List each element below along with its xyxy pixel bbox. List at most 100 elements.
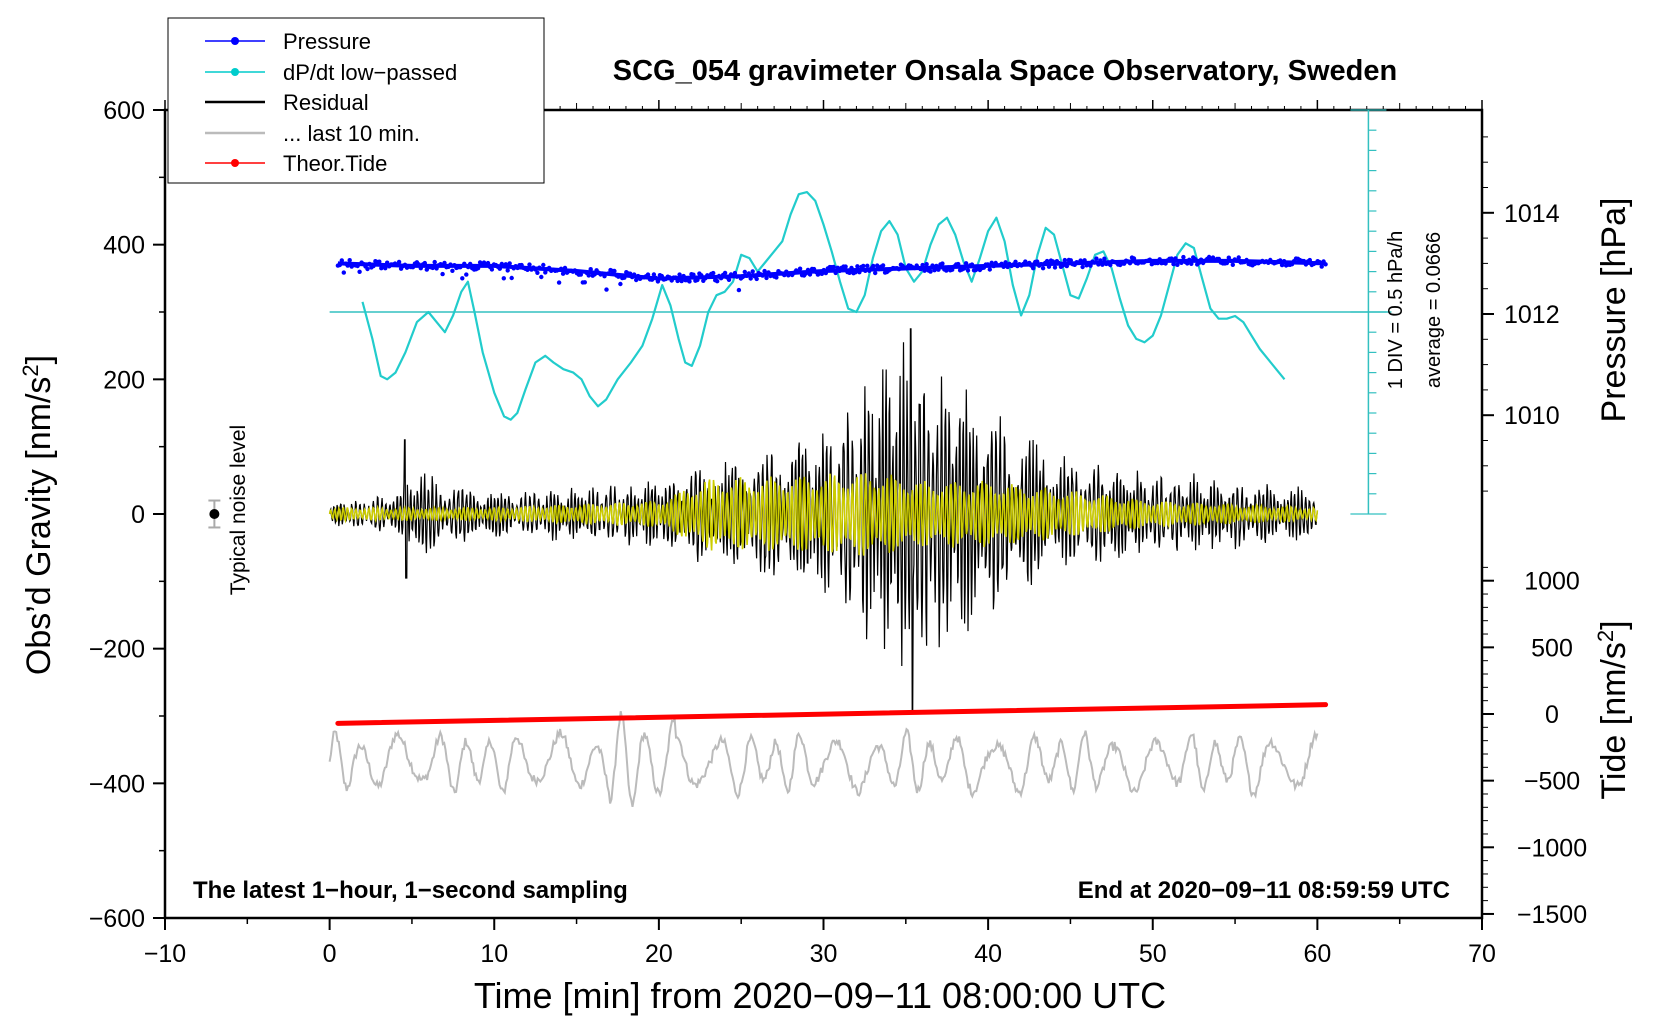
- y-axis-pressure: 1010 1012 1014: [1482, 136, 1560, 492]
- pressure-point: [365, 266, 370, 272]
- pressure-point: [987, 267, 992, 272]
- pressure-point: [464, 272, 469, 277]
- residual-line: [329, 328, 1318, 714]
- x-axis-label: Time [min] from 2020−09−11 08:00:00 UTC: [474, 975, 1166, 1016]
- pressure-point: [1319, 264, 1324, 269]
- tide-tick-label: 500: [1531, 634, 1573, 662]
- pressure-point: [750, 269, 755, 274]
- y-tick-label: 600: [103, 97, 145, 125]
- noise-point: [209, 509, 220, 519]
- chart-title: SCG_054 gravimeter Onsala Space Observat…: [613, 55, 1397, 87]
- tide-series: [335, 702, 1329, 726]
- pressure-point: [732, 270, 738, 276]
- pressure-point: [797, 266, 803, 271]
- pressure-point: [527, 262, 532, 267]
- pressure-point: [861, 263, 866, 269]
- x-axis: −10 0 10 20 30 40 50 60 70: [144, 100, 1496, 968]
- pressure-line: [337, 258, 1326, 281]
- pressure-point: [764, 275, 769, 281]
- pressure-point: [1080, 264, 1085, 270]
- pressure-point: [1031, 266, 1036, 271]
- y-axis-label-tide: Tide [nm/s2]: [1593, 620, 1633, 799]
- svg-text:... last 10 min.: ... last 10 min.: [283, 121, 420, 146]
- x-tick-label: 20: [645, 940, 673, 968]
- pressure-point: [687, 279, 692, 284]
- pressure-point: [1040, 266, 1046, 271]
- last-10-min-series: [328, 711, 1319, 807]
- tide-tick-label: −1000: [1517, 834, 1587, 862]
- pressure-point: [940, 261, 945, 266]
- y-tick-label: −200: [89, 636, 145, 664]
- pressure-point: [618, 281, 623, 287]
- pressure-point: [865, 263, 870, 268]
- pressure-point: [582, 280, 587, 285]
- x-tick-label: 50: [1139, 940, 1167, 968]
- end-time-note: End at 2020−09−11 08:59:59 UTC: [1078, 877, 1450, 904]
- pressure-point: [677, 272, 682, 277]
- pressure-point: [347, 258, 352, 263]
- y-tick-label: 400: [103, 232, 145, 260]
- legend-item-pressure: Pressure: [205, 29, 371, 54]
- last10-line: [328, 711, 1319, 807]
- pressure-point: [432, 259, 437, 265]
- tide-line: [335, 702, 1329, 726]
- pressure-point: [871, 263, 876, 269]
- pressure-point: [1062, 257, 1068, 263]
- residual-series: [329, 328, 1318, 714]
- pressure-point: [612, 268, 617, 274]
- pressure-point: [963, 261, 969, 266]
- pressure-tick-label: 1012: [1504, 301, 1560, 329]
- pressure-point: [651, 272, 657, 277]
- x-tick-label: −10: [144, 940, 186, 968]
- pressure-point: [460, 276, 465, 281]
- pressure-point: [843, 264, 848, 269]
- pressure-point: [341, 270, 346, 275]
- pressure-point: [578, 272, 583, 277]
- svg-text:dP/dt low−passed: dP/dt low−passed: [283, 60, 457, 85]
- pressure-point: [722, 270, 728, 276]
- pressure-point: [711, 270, 716, 276]
- pressure-point: [965, 268, 971, 273]
- pressure-point: [880, 263, 886, 268]
- pressure-point: [604, 287, 609, 292]
- tide-tick-label: 1000: [1524, 568, 1580, 596]
- tide-tick-label: −500: [1524, 768, 1580, 796]
- y-tick-label: 0: [131, 501, 145, 529]
- pressure-point: [556, 280, 562, 285]
- pressure-series: [335, 254, 1328, 293]
- pressure-point: [507, 261, 512, 266]
- pressure-point: [742, 269, 747, 275]
- pressure-point: [726, 277, 732, 282]
- pressure-tick-label: 1010: [1504, 402, 1560, 430]
- x-tick-label: 60: [1303, 940, 1331, 968]
- legend-item-residual: Residual: [205, 90, 369, 115]
- pressure-point: [450, 268, 455, 273]
- pressure-point: [541, 262, 546, 268]
- pressure-point: [1175, 262, 1180, 267]
- noise-level-label: Typical noise level: [227, 425, 250, 595]
- x-tick-label: 70: [1468, 940, 1496, 968]
- pressure-point: [1230, 262, 1236, 267]
- pressure-point: [489, 267, 495, 272]
- scale-div-label: 1 DIV = 0.5 hPa/h: [1385, 231, 1407, 389]
- residual-filtered-line: [328, 473, 1319, 556]
- y-tick-label: −400: [89, 770, 145, 798]
- tide-tick-label: −1500: [1517, 901, 1587, 929]
- pressure-point: [736, 287, 742, 293]
- pressure-point: [1171, 261, 1176, 267]
- pressure-point: [754, 276, 759, 282]
- y-axis-label-pressure: Pressure [hPa]: [1595, 198, 1633, 423]
- pressure-point: [396, 259, 402, 265]
- pressure-point: [928, 269, 933, 274]
- y-axis-tide: −1500 −1000 −500 0 500 1000: [1482, 566, 1587, 929]
- svg-text:Pressure: Pressure: [283, 29, 371, 54]
- dpdt-line: [361, 191, 1286, 421]
- pressure-point: [873, 270, 878, 276]
- pressure-point: [1013, 259, 1018, 264]
- pressure-point: [539, 274, 544, 280]
- pressure-point: [383, 266, 388, 271]
- legend-box: [167, 17, 545, 184]
- legend-item-dpdt: dP/dt low−passed: [205, 60, 457, 85]
- pressure-point: [774, 275, 779, 280]
